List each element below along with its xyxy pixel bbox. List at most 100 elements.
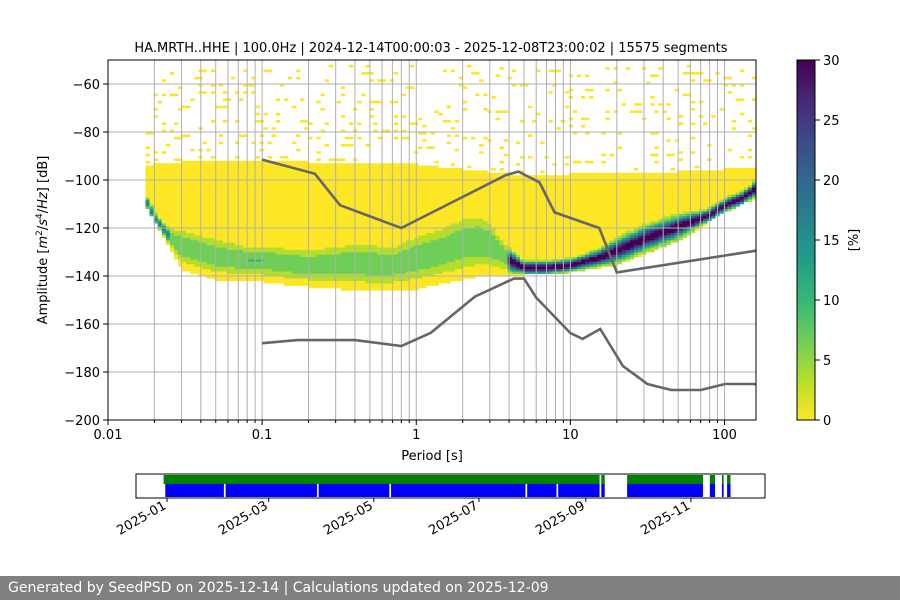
pdf-cell <box>243 254 248 258</box>
pdf-cell <box>434 110 439 113</box>
pdf-cell <box>393 201 399 205</box>
pdf-cell <box>438 220 443 224</box>
pdf-cell <box>259 237 264 241</box>
pdf-cell <box>267 196 272 200</box>
pdf-cell <box>230 172 236 176</box>
pdf-cell <box>528 156 533 159</box>
pdf-cell <box>462 182 468 186</box>
pdf-cell <box>401 170 407 174</box>
pdf-cell <box>369 100 374 104</box>
pdf-cell <box>483 273 488 277</box>
pdf-cell <box>458 237 464 241</box>
pdf-cell <box>426 175 431 178</box>
pdf-cell <box>479 189 484 193</box>
pdf-cell <box>491 271 496 274</box>
pdf-cell <box>328 240 333 243</box>
pdf-cell <box>173 240 179 243</box>
pdf-cell <box>308 208 313 212</box>
pdf-cell <box>515 223 521 226</box>
pdf-cell <box>430 194 435 198</box>
pdf-cell <box>405 86 411 89</box>
pdf-cell <box>515 218 521 222</box>
pdf-cell <box>442 223 447 226</box>
pdf-cell <box>206 194 211 198</box>
pdf-cell <box>312 252 317 255</box>
pdf-cell <box>426 170 431 174</box>
pdf-cell <box>475 271 480 274</box>
pdf-cell <box>515 249 521 253</box>
pdf-cell <box>471 232 476 236</box>
pdf-cell <box>332 285 338 289</box>
pdf-cell <box>515 252 521 255</box>
pdf-cell <box>239 168 244 171</box>
pdf-cell <box>340 235 346 238</box>
pdf-cell <box>401 218 407 222</box>
pdf-cell <box>540 182 545 186</box>
pdf-cell <box>332 213 338 217</box>
pdf-cell <box>169 175 175 178</box>
pdf-cell <box>145 168 150 171</box>
pdf-cell <box>418 220 423 224</box>
pdf-cell <box>479 199 484 202</box>
pdf-cell <box>495 240 500 243</box>
pdf-cell <box>467 256 472 260</box>
pdf-cell <box>467 232 472 236</box>
pdf-cell <box>373 268 378 272</box>
pdf-cell <box>483 206 488 210</box>
pdf-cell <box>194 218 199 222</box>
pdf-cell <box>426 280 431 284</box>
pdf-cell <box>169 232 175 236</box>
pdf-cell <box>426 244 431 248</box>
pdf-cell <box>226 211 232 214</box>
pdf-cell <box>548 69 553 73</box>
pdf-cell <box>401 93 407 97</box>
pdf-cell <box>381 225 386 229</box>
pdf-cell <box>194 249 199 253</box>
pdf-cell <box>169 237 175 241</box>
pdf-cell <box>206 228 211 231</box>
pdf-cell <box>369 177 374 181</box>
pdf-cell <box>385 261 390 265</box>
pdf-cell <box>283 220 289 224</box>
pdf-cell <box>283 216 289 219</box>
pdf-cell <box>206 261 211 265</box>
pdf-cell <box>218 240 224 243</box>
pdf-cell <box>365 218 370 222</box>
pdf-cell <box>279 184 285 188</box>
pdf-cell <box>397 194 403 198</box>
pdf-cell <box>499 199 504 202</box>
pdf-cell <box>438 276 443 279</box>
pdf-cell <box>340 182 346 186</box>
pdf-cell <box>426 240 431 243</box>
pdf-cell <box>324 168 329 171</box>
pdf-cell <box>190 216 195 219</box>
pdf-cell <box>218 213 224 217</box>
pdf-cell <box>430 256 435 260</box>
pdf-cell <box>194 266 199 270</box>
pdf-cell <box>410 170 415 174</box>
pdf-cell <box>434 230 439 234</box>
pdf-cell <box>519 259 525 262</box>
pdf-cell <box>296 268 301 272</box>
pdf-cell <box>430 225 435 229</box>
pdf-cell <box>381 288 386 291</box>
pdf-cell <box>361 189 366 193</box>
pdf-cell <box>357 268 362 272</box>
pdf-cell <box>467 216 472 219</box>
pdf-cell <box>243 276 248 279</box>
pdf-cell <box>287 208 293 212</box>
pdf-cell <box>214 199 220 202</box>
pdf-cell <box>532 187 537 190</box>
pdf-cell <box>393 189 399 193</box>
pdf-cell <box>438 112 443 116</box>
pdf-cell <box>373 249 378 253</box>
pdf-cell <box>247 249 252 253</box>
pdf-cell <box>397 211 403 214</box>
pdf-cell <box>430 271 435 274</box>
pdf-cell <box>210 216 215 219</box>
pdf-cell <box>157 184 163 188</box>
pdf-cell <box>332 237 338 241</box>
pdf-cell <box>291 230 297 234</box>
pdf-cell <box>389 172 395 176</box>
pdf-cell <box>214 189 220 193</box>
